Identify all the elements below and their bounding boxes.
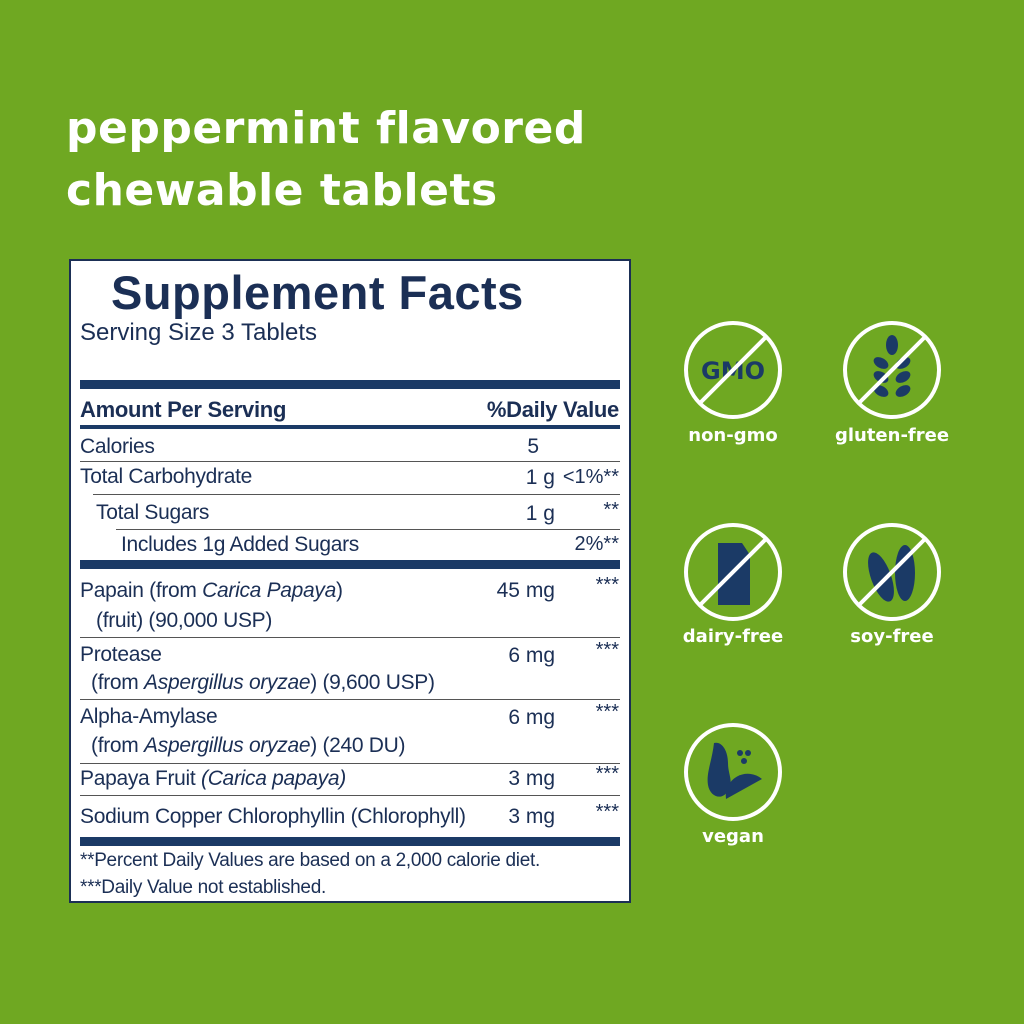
row-dv: ***: [595, 639, 619, 661]
row-dv: <1%**: [562, 466, 619, 488]
row-dv: ***: [595, 763, 619, 785]
row-amount: 6 mg: [508, 644, 555, 667]
row-dv: ***: [595, 574, 619, 596]
non-gmo-icon: GMO: [684, 321, 782, 419]
medium-divider: [80, 425, 620, 429]
row-dv: 2%**: [574, 533, 619, 555]
row-amount: 5: [527, 435, 539, 458]
serving-size: Serving Size 3 Tablets: [80, 319, 318, 346]
facts-title: Supplement Facts: [111, 266, 524, 319]
wheat-icon: [843, 321, 941, 419]
col-dv-header: %Daily Value: [486, 397, 619, 422]
headline: peppermint flavored chewable tablets: [66, 98, 586, 222]
row-amount: 6 mg: [508, 706, 555, 729]
row-name: Protease: [80, 643, 162, 666]
row-name: Alpha-Amylase: [80, 705, 218, 728]
fruit-icon: [684, 723, 782, 821]
soybean-icon: [843, 523, 941, 621]
row-name: Papain (from Carica Papaya): [80, 579, 343, 602]
badge-label-vegan: vegan: [702, 826, 764, 847]
row-dv: ***: [595, 701, 619, 723]
row-amount: 3 mg: [508, 805, 555, 828]
footnote-2: ***Daily Value not established.: [80, 877, 326, 898]
thick-divider: [80, 380, 620, 389]
badge-label-soy-free: soy-free: [850, 626, 934, 647]
row-name-line2: (fruit) (90,000 USP): [96, 609, 273, 632]
row-amount: 1 g: [525, 502, 555, 525]
row-amount: 45 mg: [496, 579, 555, 602]
thick-divider: [80, 837, 620, 846]
badge-label-dairy-free: dairy-free: [682, 626, 784, 647]
row-name: Total Carbohydrate: [80, 465, 253, 488]
milk-carton-icon: [684, 523, 782, 621]
row-name-line2: (from Aspergillus oryzae) (9,600 USP): [91, 671, 435, 694]
headline-line-2: chewable tablets: [66, 165, 498, 216]
row-name: Papaya Fruit (Carica papaya): [80, 767, 346, 790]
row-name-line2: (from Aspergillus oryzae) (240 DU): [91, 734, 406, 757]
headline-line-1: peppermint flavored: [66, 103, 586, 154]
row-dv: ***: [595, 801, 619, 823]
thick-divider: [80, 560, 620, 569]
footnote-1: **Percent Daily Values are based on a 2,…: [80, 850, 540, 871]
col-amount-header: Amount Per Serving: [80, 397, 287, 422]
row-amount: 1 g: [525, 466, 555, 489]
badge-label-non-gmo: non-gmo: [688, 425, 778, 446]
row-name: Total Sugars: [96, 501, 210, 524]
badge-label-gluten-free: gluten-free: [834, 425, 950, 446]
row-name: Sodium Copper Chlorophyllin (Chlorophyll…: [80, 805, 466, 828]
supplement-facts-panel: Supplement Facts Serving Size 3 Tablets …: [69, 259, 631, 903]
row-name: Includes 1g Added Sugars: [121, 533, 359, 556]
row-name: Calories: [80, 435, 155, 458]
row-dv: **: [603, 499, 619, 521]
row-amount: 3 mg: [508, 767, 555, 790]
